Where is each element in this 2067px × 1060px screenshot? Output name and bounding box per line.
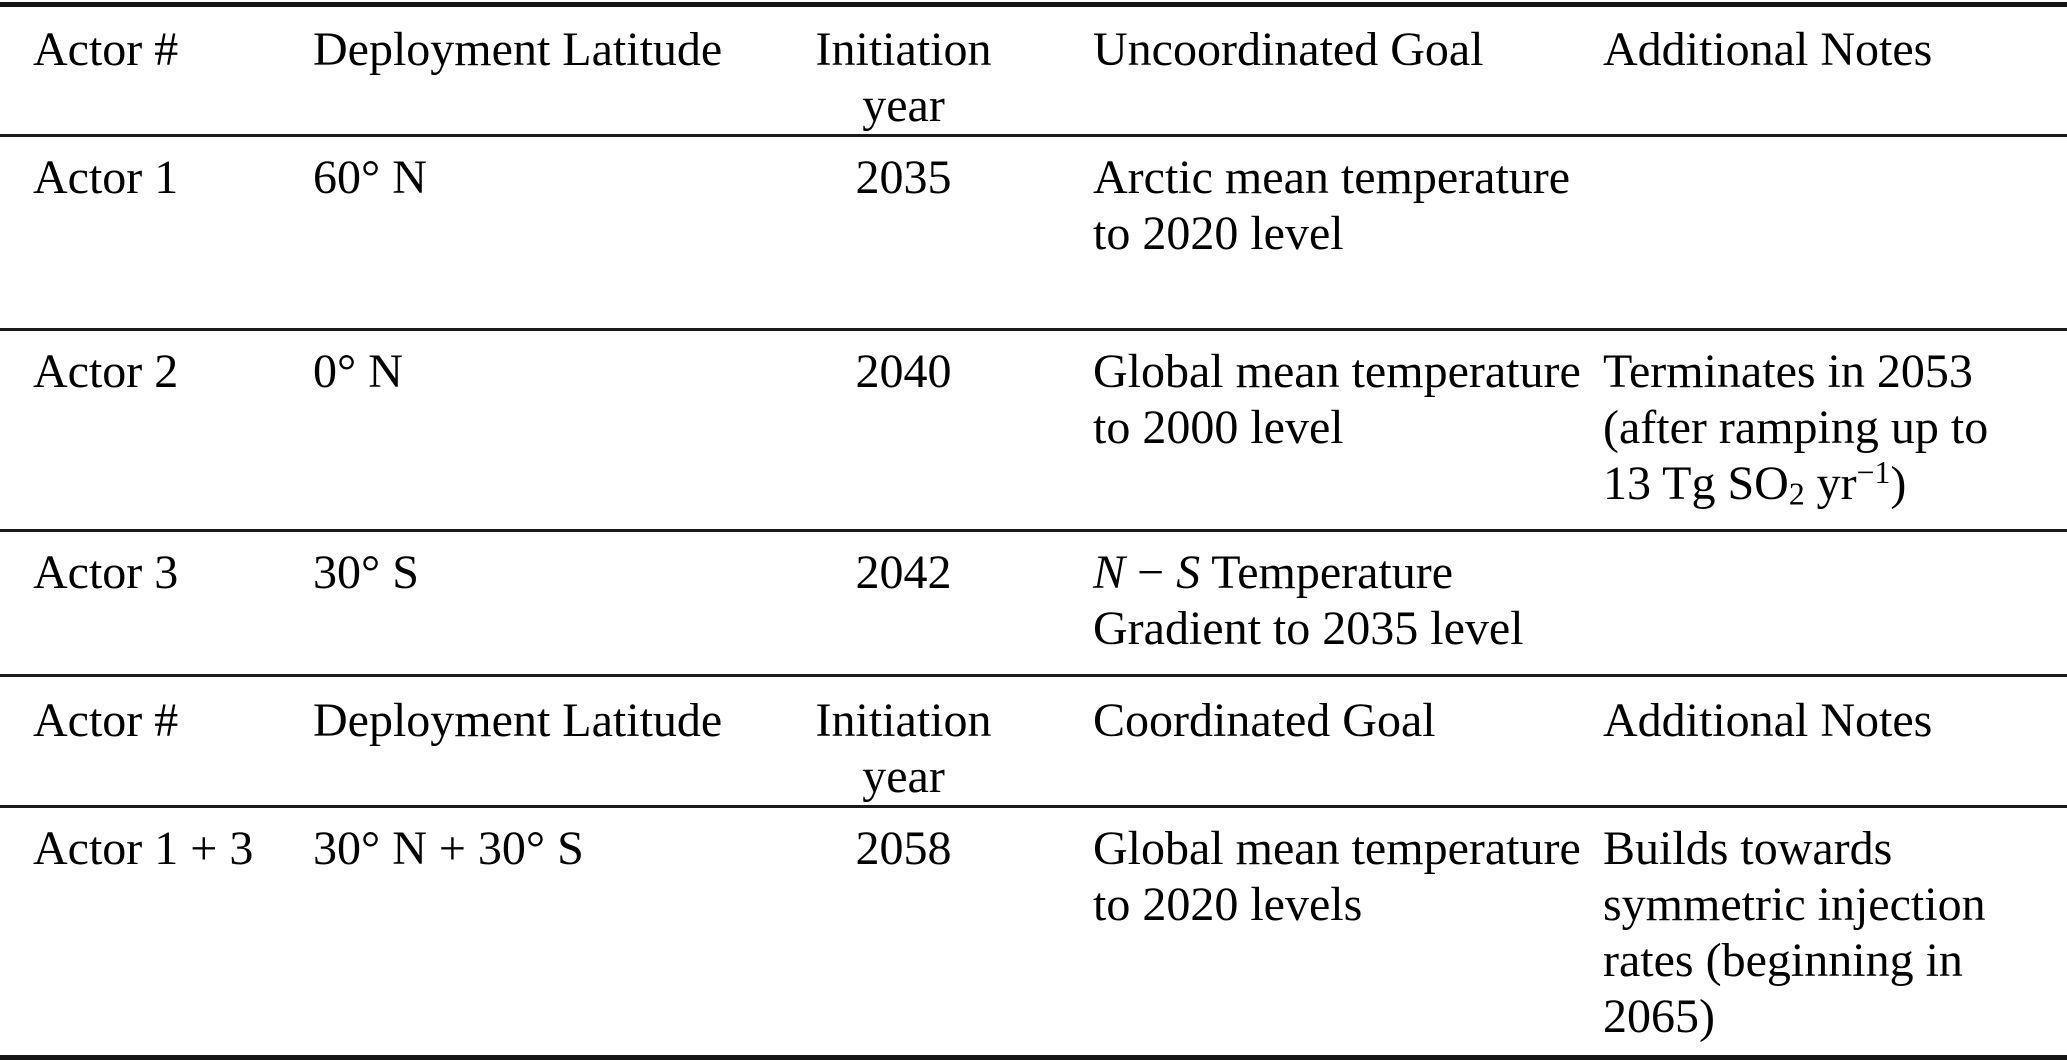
cell-goal: N − S Temperature Gradient to 2035 level	[1093, 546, 1524, 655]
cell-goal: Global mean temperature to 2020 levels	[1093, 822, 1581, 931]
column-header-deployment-latitude: Deployment Latitude	[313, 694, 723, 747]
cell-deployment-latitude: 60° N	[313, 151, 427, 204]
cell-actor-number: Actor 1 + 3	[33, 822, 254, 875]
column-header-additional-notes: Additional Notes	[1603, 694, 1933, 747]
cell-deployment-latitude: 0° N	[313, 345, 403, 398]
column-header-actor: Actor #	[33, 694, 179, 747]
cell-initiation-year: 2042	[855, 546, 952, 599]
cell-initiation-year: 2058	[855, 822, 952, 875]
cell-initiation-year: 2040	[855, 345, 952, 398]
cell-additional-notes: Builds towards symmetric injection rates…	[1603, 822, 1986, 1043]
cell-goal: Arctic mean temperature to 2020 level	[1093, 151, 1571, 260]
cell-additional-notes	[1603, 531, 2067, 676]
table-header-coordinated: Actor # Deployment Latitude Initiation y…	[0, 675, 2067, 807]
column-header-additional-notes: Additional Notes	[1603, 23, 1933, 76]
column-header-deployment-latitude: Deployment Latitude	[313, 23, 723, 76]
column-header-actor: Actor #	[33, 23, 179, 76]
table-row-actor-2: Actor 2 0° N 2040 Global mean temperatur…	[0, 329, 2067, 531]
table-row-actor-1-plus-3: Actor 1 + 3 30° N + 30° S 2058 Global me…	[0, 806, 2067, 1058]
column-header-uncoordinated-goal: Uncoordinated Goal	[1093, 23, 1484, 76]
table-row-actor-1: Actor 1 60° N 2035 Arctic mean temperatu…	[0, 135, 2067, 330]
cell-actor-number: Actor 3	[33, 546, 179, 599]
table-row-actor-3: Actor 3 30° S 2042 N − S Temperature Gra…	[0, 530, 2067, 676]
cell-initiation-year: 2035	[855, 151, 952, 204]
table-header-uncoordinated: Actor # Deployment Latitude Initiation y…	[0, 5, 2067, 136]
cell-additional-notes	[1603, 136, 2067, 330]
cell-goal: Global mean temperature to 2000 level	[1093, 345, 1581, 454]
cell-actor-number: Actor 1	[33, 151, 179, 204]
cell-additional-notes: Terminates in 2053 (after ramping up to …	[1603, 345, 1989, 512]
column-header-initiation-year: Initiation year	[815, 23, 992, 132]
column-header-coordinated-goal: Coordinated Goal	[1093, 694, 1436, 747]
column-header-initiation-year: Initiation year	[815, 694, 992, 803]
cell-actor-number: Actor 2	[33, 345, 179, 398]
cell-deployment-latitude: 30° S	[313, 546, 419, 599]
cell-deployment-latitude: 30° N + 30° S	[313, 822, 584, 875]
